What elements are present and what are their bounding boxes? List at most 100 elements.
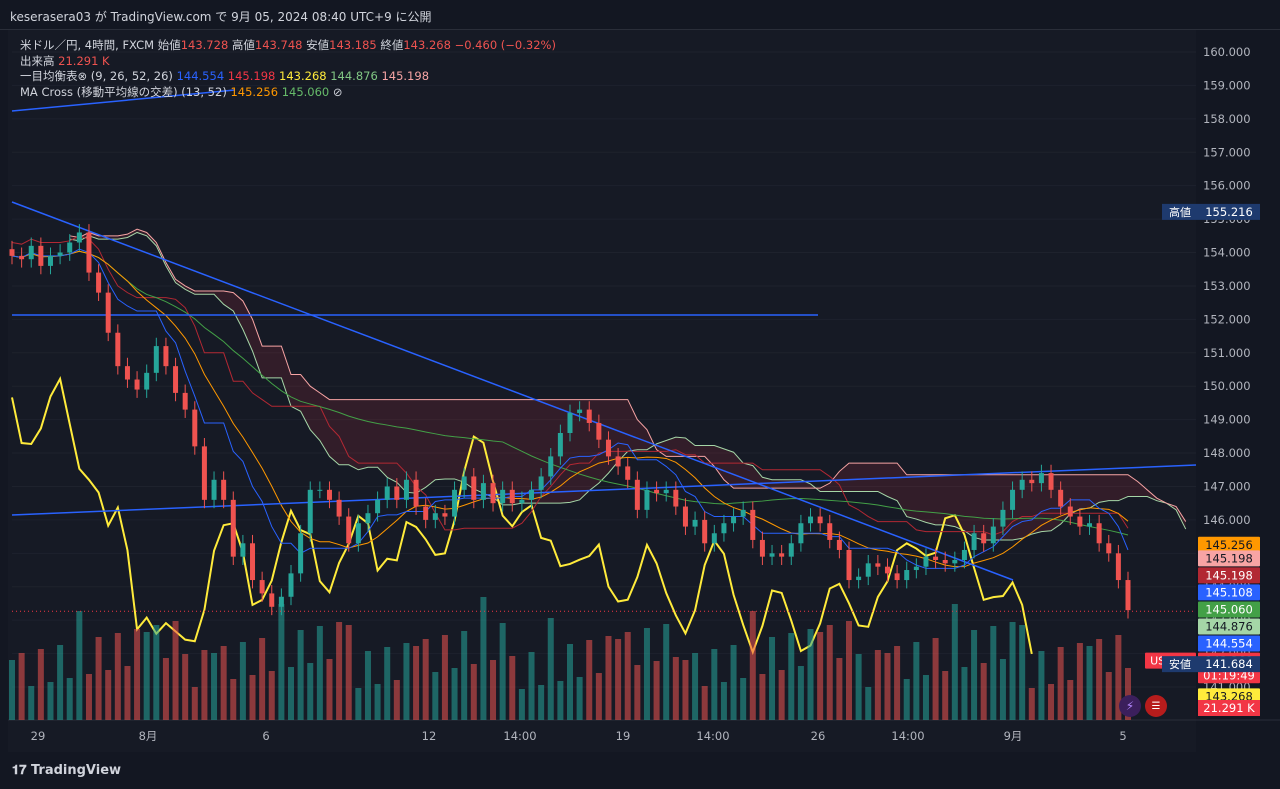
- trendline-down: [11, 201, 1014, 581]
- candle-body: [529, 489, 535, 500]
- candle-body: [567, 412, 573, 433]
- candle-body: [865, 563, 871, 577]
- candle-body: [952, 560, 958, 564]
- x-tick-label: 8月: [139, 729, 158, 743]
- volume-bar: [95, 637, 102, 720]
- candle-body: [298, 533, 304, 574]
- candle-body: [173, 366, 179, 393]
- volume-bar: [778, 670, 785, 720]
- candle-body: [336, 499, 342, 517]
- volume-bar: [288, 667, 294, 720]
- y-tick-label: 156.000: [1203, 179, 1251, 193]
- volume-bar: [28, 686, 35, 720]
- candle-body: [538, 476, 544, 490]
- volume-bar: [509, 656, 516, 720]
- volume-bar: [643, 628, 650, 720]
- volume-bar: [105, 670, 112, 720]
- candle-body: [1058, 489, 1064, 507]
- volume-bar: [345, 625, 352, 720]
- us-flag-icon[interactable]: ☰: [1145, 695, 1167, 717]
- chart-frame[interactable]: 160.000159.000158.000157.000156.000155.0…: [8, 30, 1280, 752]
- legend-volume-label[interactable]: 出来高: [20, 53, 55, 68]
- volume-bar: [66, 678, 73, 720]
- legend-symbol[interactable]: 米ドル／円, 4時間, FXCM: [20, 38, 155, 52]
- candle-body: [798, 523, 804, 544]
- candle-body: [384, 486, 390, 500]
- price-chart[interactable]: 160.000159.000158.000157.000156.000155.0…: [8, 30, 1280, 752]
- x-tick-label: 9月: [1004, 729, 1023, 743]
- volume-bar: [470, 664, 477, 720]
- low_marker-value-bg: [1198, 656, 1260, 673]
- volume-bar: [393, 680, 400, 720]
- legend-low: 143.185: [329, 38, 377, 52]
- candle-body: [577, 409, 583, 413]
- candle-body: [250, 543, 256, 581]
- volume-bar: [942, 671, 949, 720]
- candle-body: [779, 553, 785, 557]
- volume-bar: [307, 663, 314, 720]
- lightning-icon[interactable]: ⚡: [1119, 695, 1141, 717]
- legend-ma-label[interactable]: MA Cross (移動平均線の交差) (13, 52): [20, 84, 227, 99]
- y-tick-label: 153.000: [1203, 279, 1251, 293]
- price-tag: [1198, 618, 1260, 635]
- volume-bar: [191, 687, 198, 720]
- x-tick-label: 14:00: [503, 729, 536, 743]
- volume-bar: [239, 642, 246, 720]
- volume-bar: [1028, 688, 1035, 720]
- x-tick-label: 14:00: [891, 729, 924, 743]
- low_marker-label-bg: [1162, 656, 1198, 673]
- high_marker-value: 155.216: [1205, 205, 1253, 219]
- y-tick-label: 148.000: [1203, 446, 1251, 460]
- legend-open: 143.728: [180, 38, 229, 52]
- volume-bar: [451, 668, 458, 720]
- candle-body: [509, 489, 515, 504]
- volume-bar: [268, 671, 275, 720]
- volume-bar: [576, 677, 583, 720]
- candle-body: [884, 566, 890, 574]
- volume-bar: [720, 682, 727, 720]
- tradingview-logo[interactable]: 𝟏𝟕 TradingView: [12, 763, 121, 778]
- legend-ichimoku-row: 一目均衡表⊗ (9, 26, 52, 26) 144.554 145.198 1…: [20, 69, 556, 85]
- candle-body: [682, 506, 688, 527]
- trendline-up: [11, 464, 1197, 516]
- publish-info: keserasera03 が TradingView.com で 9月 05, …: [10, 10, 432, 24]
- candle-body: [269, 593, 275, 607]
- candle-body: [634, 479, 640, 510]
- candle-body: [221, 479, 227, 500]
- low_marker-label: 安値: [1169, 657, 1191, 671]
- legend-high: 143.748: [254, 38, 303, 52]
- candle-body: [808, 516, 814, 524]
- candle-body: [28, 245, 34, 260]
- ma13-line: [11, 250, 1129, 568]
- volume-bar: [1019, 625, 1026, 720]
- chikou-line: [11, 376, 1033, 656]
- hide-icon[interactable]: ⊘: [332, 84, 343, 99]
- candle-body: [67, 242, 73, 253]
- legend-ichimoku-label[interactable]: 一目均衡表⊗ (9, 26, 52, 26): [20, 69, 173, 83]
- volume-bar: [374, 684, 381, 720]
- candle-body: [904, 570, 910, 581]
- candle-body: [38, 245, 44, 266]
- volume-bar: [1125, 668, 1131, 720]
- tradingview-brand: TradingView: [30, 763, 122, 778]
- volume-bar: [413, 646, 420, 720]
- candle-body: [19, 255, 25, 260]
- volume-bar: [499, 623, 506, 720]
- candle-body: [461, 476, 467, 490]
- volume-bar: [134, 629, 141, 720]
- candle-body: [115, 332, 121, 367]
- candle-body: [480, 483, 486, 500]
- candle-body: [894, 573, 900, 581]
- y-tick-label: 158.000: [1203, 112, 1251, 126]
- volume-bar: [701, 686, 708, 720]
- y-tick-label: 149.000: [1203, 413, 1251, 427]
- y-tick-label: 160.000: [1203, 45, 1251, 59]
- candle-body: [663, 489, 669, 494]
- y-tick-label: 152.000: [1203, 312, 1251, 326]
- volume-bar: [951, 604, 958, 720]
- volume-bar: [711, 649, 718, 720]
- price-tag-text: 145.198: [1205, 568, 1253, 582]
- candle-body: [153, 346, 159, 373]
- volume-bar: [278, 604, 285, 720]
- ichimoku-cloud: [69, 229, 1186, 540]
